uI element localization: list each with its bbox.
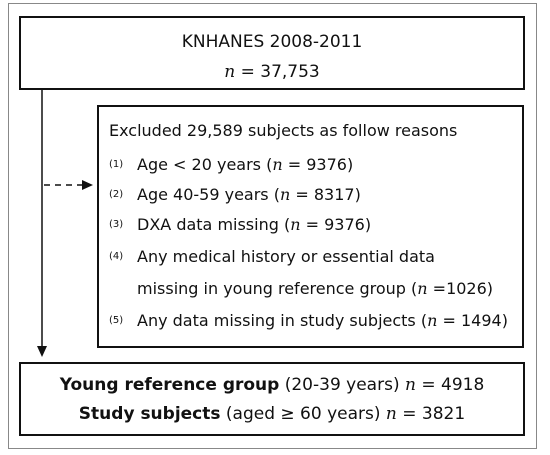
exclusion-item-text: Age < 20 years (: [137, 155, 273, 174]
n-symbol: n: [427, 311, 438, 330]
exclusion-item: (3) DXA data missing (n = 9376): [109, 215, 371, 234]
n-symbol: n: [385, 404, 397, 424]
study-subjects-age: (aged ≥ 60 years): [220, 404, 386, 424]
n-symbol: n: [290, 215, 301, 234]
n-symbol: n: [224, 62, 236, 82]
exclusion-item-number: (5): [109, 315, 124, 326]
exclusion-item-count: = 1494): [437, 311, 508, 330]
study-subjects-count: = 3821: [396, 404, 466, 424]
study-subjects-line: Study subjects (aged ≥ 60 years) n = 382…: [21, 404, 523, 424]
exclusion-item: (5) Any data missing in study subjects (n…: [109, 311, 508, 330]
n-symbol: n: [272, 155, 283, 174]
n-symbol: n: [417, 279, 428, 298]
n-symbol: n: [405, 375, 416, 395]
young-reference-line: Young reference group (20-39 years) n = …: [21, 375, 523, 395]
exclusion-item-count: = 8317): [290, 185, 361, 204]
population-count: n = 37,753: [21, 62, 523, 82]
final-groups-box: Young reference group (20-39 years) n = …: [19, 362, 525, 436]
population-title: KNHANES 2008-2011: [181, 32, 363, 52]
exclusion-heading: Excluded 29,589 subjects as follow reaso…: [109, 121, 458, 140]
young-reference-count: = 4918: [415, 375, 485, 395]
exclusion-item-text: Any medical history or essential data: [137, 247, 435, 266]
exclusion-item-number: (1): [109, 159, 124, 170]
exclusion-item-text: Any data missing in study subjects (: [137, 311, 428, 330]
young-reference-label: Young reference group: [59, 375, 280, 395]
exclusion-item-number: (4): [109, 251, 124, 262]
exclusion-item-number: (2): [109, 189, 124, 200]
exclusion-item: (2) Age 40-59 years (n = 8317): [109, 185, 361, 204]
exclusion-item: (4) Any medical history or essential data: [109, 247, 435, 266]
exclusion-arrowhead: [82, 180, 93, 190]
exclusion-item: missing in young reference group (n =102…: [109, 279, 493, 298]
exclusion-box: Excluded 29,589 subjects as follow reaso…: [97, 105, 524, 348]
n-symbol: n: [279, 185, 291, 204]
exclusion-item-text: missing in young reference group (: [137, 279, 418, 298]
exclusion-item: (1) Age < 20 years (n = 9376): [109, 155, 353, 174]
exclusion-item-number: (3): [109, 219, 124, 230]
main-flow-arrowhead: [37, 346, 47, 357]
young-reference-age: (20-39 years): [279, 375, 405, 395]
exclusion-item-text: Age 40-59 years (: [137, 185, 280, 204]
population-count-value: = 37,753: [235, 62, 320, 82]
population-box: KNHANES 2008-2011 n = 37,753: [19, 16, 525, 90]
exclusion-item-text: DXA data missing (: [137, 215, 291, 234]
exclusion-item-count: =1026): [427, 279, 494, 298]
exclusion-item-count: = 9376): [300, 215, 372, 234]
exclusion-item-count: = 9376): [282, 155, 354, 174]
study-subjects-label: Study subjects: [78, 404, 221, 424]
